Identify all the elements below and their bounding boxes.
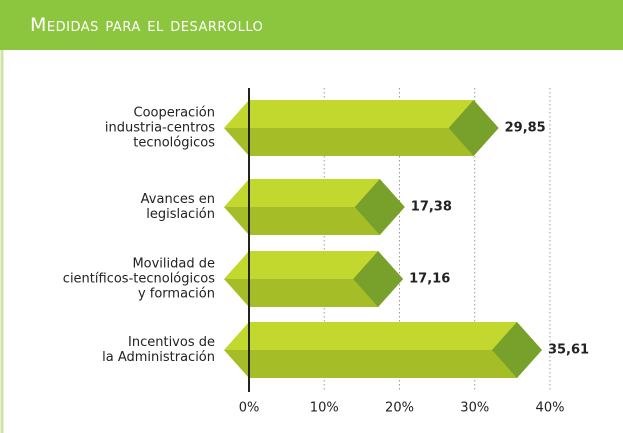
bar-bottom bbox=[224, 279, 404, 307]
x-tick-label: 10% bbox=[310, 401, 339, 416]
bar-top bbox=[224, 322, 542, 350]
x-tick-label: 30% bbox=[460, 401, 489, 416]
bar-top bbox=[224, 179, 405, 207]
value-label: 29,85 bbox=[505, 121, 546, 136]
y-tick-label: Incentivos de la Administración bbox=[102, 335, 215, 365]
x-tick-label: 20% bbox=[385, 401, 414, 416]
y-tick-label: Cooperación industria-centros tecnológic… bbox=[104, 105, 215, 151]
x-tick-label: 40% bbox=[536, 401, 565, 416]
bar bbox=[224, 322, 542, 378]
bar-top bbox=[224, 251, 404, 279]
bar-cap bbox=[354, 179, 405, 235]
value-label: 35,61 bbox=[548, 343, 589, 358]
bar-cap bbox=[491, 322, 542, 378]
value-label: 17,38 bbox=[411, 200, 452, 215]
bar bbox=[224, 251, 404, 307]
bar bbox=[224, 179, 405, 235]
bar-bottom bbox=[224, 128, 499, 156]
y-tick-label: Movilidad de científicos-tecnológicos y … bbox=[62, 256, 215, 302]
chart-title: Medidas para el desarrollo bbox=[30, 14, 264, 36]
header-bar bbox=[0, 0, 623, 50]
bar-top bbox=[224, 100, 499, 128]
bar-bottom bbox=[224, 350, 542, 378]
bar-cap bbox=[353, 251, 404, 307]
bar-bottom bbox=[224, 207, 405, 235]
bar-cap bbox=[448, 100, 499, 156]
x-tick-label: 0% bbox=[239, 401, 260, 416]
bar bbox=[224, 100, 499, 156]
y-tick-label: Avances en legislación bbox=[140, 192, 215, 222]
value-label: 17,16 bbox=[409, 272, 450, 287]
